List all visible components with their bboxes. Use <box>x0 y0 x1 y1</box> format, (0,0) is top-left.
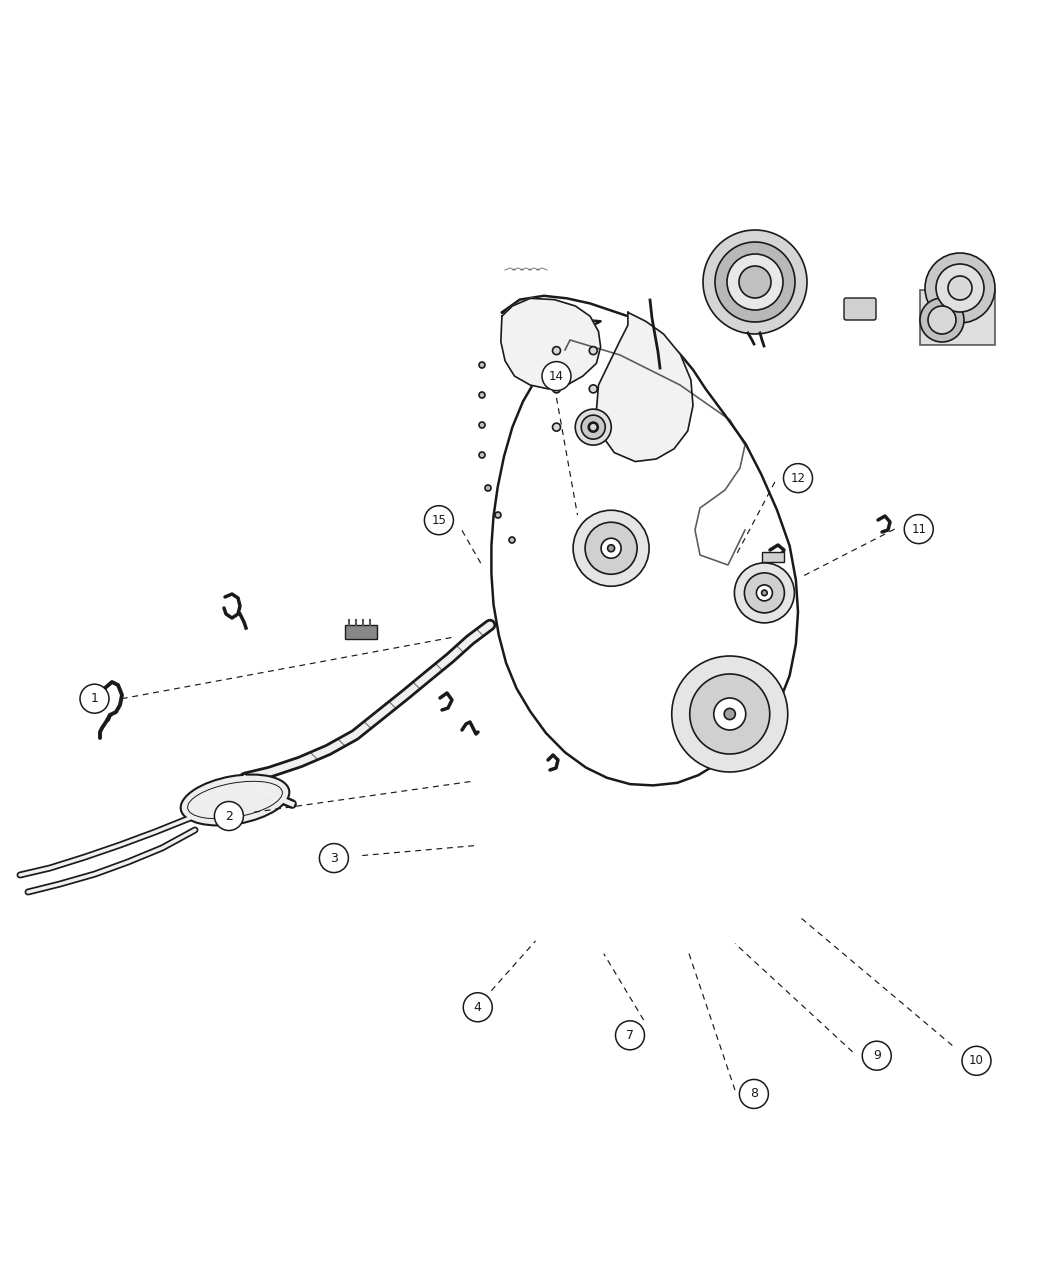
Circle shape <box>739 1080 769 1108</box>
Text: 3: 3 <box>330 852 338 864</box>
Circle shape <box>928 306 956 334</box>
Polygon shape <box>491 296 798 785</box>
Circle shape <box>424 506 454 534</box>
Text: 4: 4 <box>474 1001 482 1014</box>
FancyBboxPatch shape <box>844 298 876 320</box>
Circle shape <box>509 537 514 543</box>
Bar <box>762 552 784 562</box>
Circle shape <box>601 538 622 558</box>
Circle shape <box>727 254 783 310</box>
Circle shape <box>485 484 491 491</box>
Circle shape <box>585 523 637 574</box>
Text: 9: 9 <box>873 1049 881 1062</box>
Text: 10: 10 <box>969 1054 984 1067</box>
Circle shape <box>80 685 109 713</box>
Circle shape <box>783 464 813 492</box>
Circle shape <box>214 802 244 830</box>
Text: 14: 14 <box>549 370 564 382</box>
Circle shape <box>479 362 485 368</box>
Circle shape <box>739 266 771 298</box>
Circle shape <box>479 391 485 398</box>
Circle shape <box>589 347 597 354</box>
Circle shape <box>495 513 501 518</box>
Text: 2: 2 <box>225 810 233 822</box>
Circle shape <box>756 585 773 601</box>
Circle shape <box>589 423 597 431</box>
Circle shape <box>904 515 933 543</box>
Text: 11: 11 <box>911 523 926 536</box>
Circle shape <box>734 562 795 623</box>
Polygon shape <box>501 298 601 389</box>
Circle shape <box>608 544 614 552</box>
Circle shape <box>479 453 485 458</box>
Circle shape <box>573 510 649 586</box>
Circle shape <box>862 1042 891 1070</box>
Circle shape <box>920 298 964 342</box>
Circle shape <box>463 993 492 1021</box>
Text: 7: 7 <box>626 1029 634 1042</box>
Circle shape <box>925 252 995 323</box>
Circle shape <box>552 385 561 393</box>
Bar <box>345 625 377 639</box>
Circle shape <box>319 844 349 872</box>
Circle shape <box>724 709 735 719</box>
Circle shape <box>715 242 795 323</box>
Circle shape <box>962 1047 991 1075</box>
Ellipse shape <box>181 774 290 825</box>
Text: 1: 1 <box>90 692 99 705</box>
Circle shape <box>936 264 984 312</box>
Circle shape <box>575 409 611 445</box>
Bar <box>920 289 995 346</box>
Circle shape <box>672 657 788 771</box>
Circle shape <box>704 230 807 334</box>
Circle shape <box>589 385 597 393</box>
Circle shape <box>552 423 561 431</box>
Circle shape <box>948 275 972 300</box>
Text: 12: 12 <box>791 472 805 484</box>
Circle shape <box>690 674 770 754</box>
Circle shape <box>761 590 768 595</box>
Text: 15: 15 <box>432 514 446 527</box>
Circle shape <box>552 347 561 354</box>
Circle shape <box>714 697 745 731</box>
Circle shape <box>744 572 784 613</box>
Circle shape <box>588 422 598 432</box>
Circle shape <box>582 416 605 439</box>
Text: 8: 8 <box>750 1088 758 1100</box>
Polygon shape <box>596 312 693 462</box>
Circle shape <box>479 422 485 428</box>
Circle shape <box>615 1021 645 1049</box>
Circle shape <box>542 362 571 390</box>
